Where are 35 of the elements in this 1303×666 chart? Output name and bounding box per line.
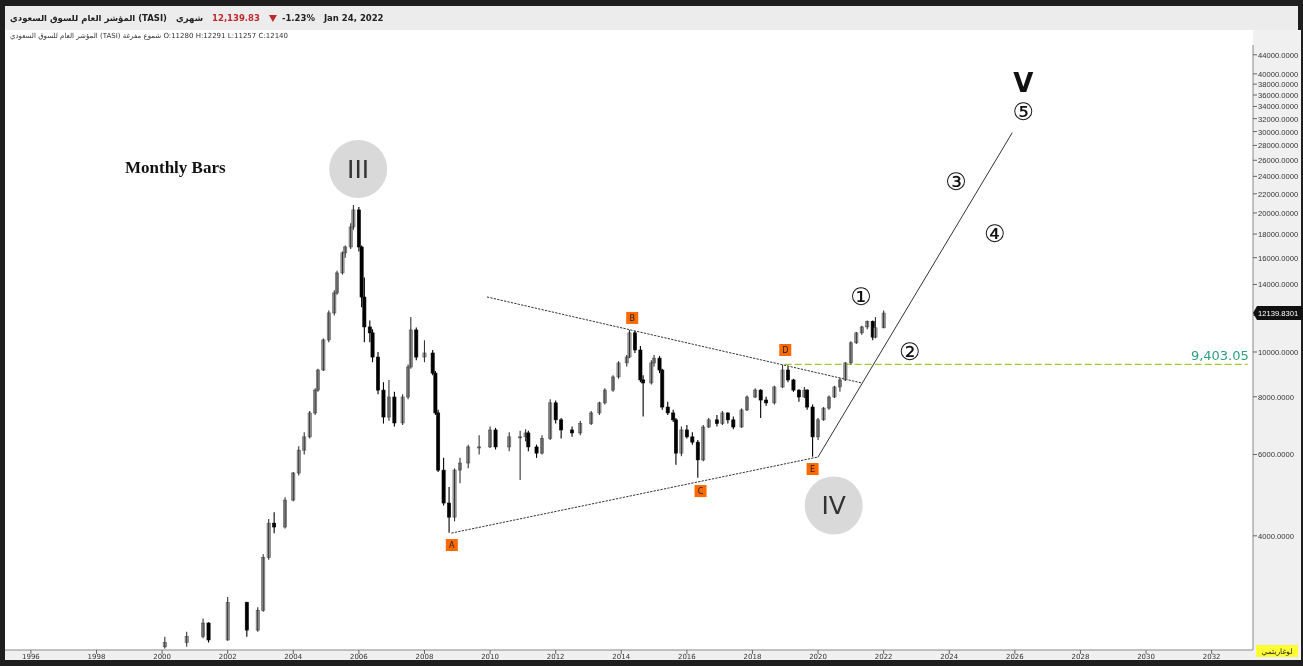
candlestick: [679, 425, 684, 457]
text: Jan 24, 2022: [322, 13, 384, 23]
candlestick: [422, 339, 427, 363]
annotation: III: [347, 155, 370, 185]
annotation: A: [449, 541, 456, 551]
candlestick: [206, 621, 211, 644]
candlestick: [526, 430, 531, 452]
annotation: ③: [945, 167, 967, 196]
candlestick: [477, 434, 482, 456]
annotation: 9,403.05: [1190, 348, 1249, 364]
candlestick: [873, 316, 878, 339]
candlestick: [534, 444, 539, 459]
candlestick: [414, 326, 419, 361]
text: -1.23%: [281, 13, 316, 23]
candlestick: [392, 391, 397, 427]
candlestick: [753, 387, 758, 399]
candlestick: [518, 430, 523, 481]
annotation: V: [1013, 67, 1034, 98]
candlestick: [493, 427, 498, 451]
annotation: B: [629, 313, 635, 323]
annotation: Monthly Bars: [125, 158, 226, 177]
candlestick: [507, 431, 512, 452]
annotation: ②: [899, 338, 921, 367]
annotation: E: [810, 465, 816, 475]
candlestick: [772, 385, 777, 405]
candlestick: [225, 596, 230, 642]
chart-title: المؤشر العام للسوق السعودي (TASI): [10, 13, 168, 24]
annotation: IV: [821, 491, 846, 521]
text: 12,139.83: [212, 13, 261, 23]
candlestick: [272, 511, 277, 534]
annotation: ④: [983, 219, 1006, 248]
candlestick: [720, 410, 725, 426]
annotation: ①: [850, 282, 872, 311]
text: شهري: [176, 13, 204, 24]
annotation: ⑤: [1012, 98, 1035, 127]
